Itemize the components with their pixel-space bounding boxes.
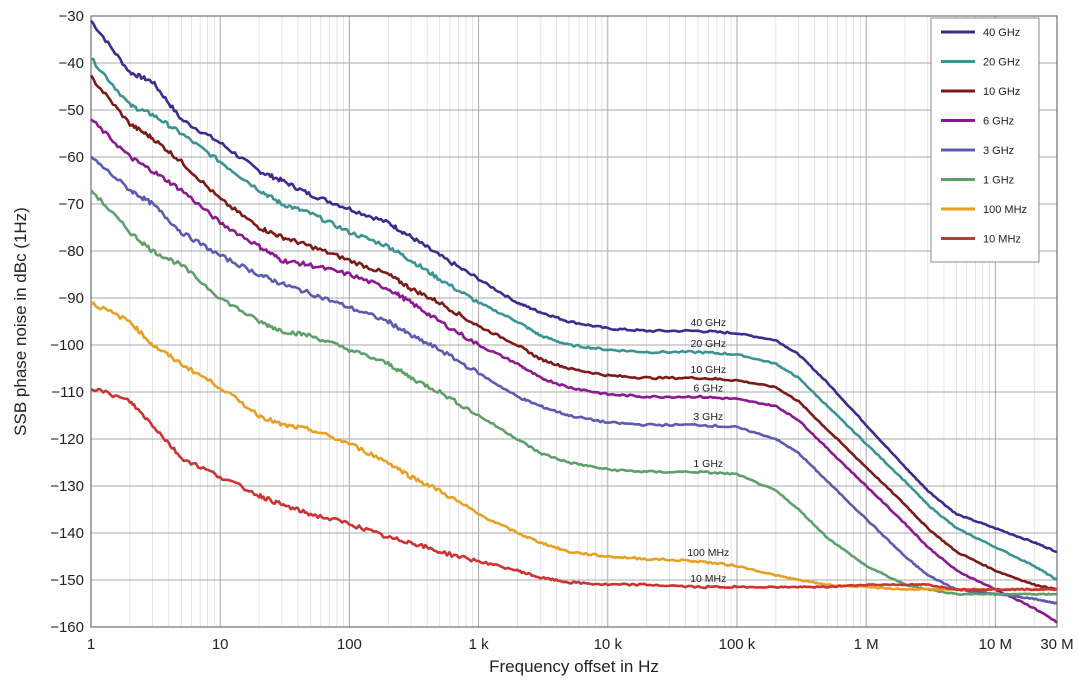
series-line-3-ghz [90, 155, 1058, 605]
legend-label: 6 GHz [983, 116, 1014, 128]
x-tick-label: 10 k [594, 636, 623, 653]
y-tick-label: −100 [50, 337, 84, 354]
series-line-10-ghz [89, 74, 1058, 591]
y-tick-label: −40 [59, 55, 84, 72]
curve-annotation: 3 GHz [693, 411, 723, 423]
curve-annotation: 40 GHz [691, 317, 727, 329]
x-tick-label: 10 M [979, 636, 1012, 653]
plot-area-frame [90, 15, 1058, 628]
legend-label: 20 GHz [983, 57, 1020, 69]
y-tick-label: −130 [50, 478, 84, 495]
legend-label: 3 GHz [983, 145, 1014, 157]
x-tick-label: 10 [212, 636, 229, 653]
legend-label: 40 GHz [983, 27, 1020, 39]
y-axis-title: SSB phase noise in dBc (1Hz) [11, 207, 30, 436]
x-tick-label: 1 M [854, 636, 879, 653]
y-tick-label: −60 [59, 149, 84, 166]
curve-annotation: 20 GHz [691, 338, 727, 350]
curve-annotation: 100 MHz [687, 547, 729, 559]
series-line-10-mhz [90, 387, 1058, 592]
curve-annotation: 10 GHz [691, 364, 727, 376]
curve-annotation: 1 GHz [693, 458, 723, 470]
y-axis-tick-labels: −30 −40 −50 −60 −70 −80 −90 −100 −110 −120 −130 −14… [50, 8, 84, 636]
legend-label: 10 MHz [983, 234, 1021, 246]
legend: 40 GHz 20 GHz 10 GHz 6 GHz 3 GHz 1 GHz 100 MHz… [930, 17, 1040, 263]
y-tick-label: −120 [50, 431, 84, 448]
y-tick-label: −30 [59, 8, 84, 25]
x-tick-label: 100 k [719, 636, 756, 653]
legend-label: 1 GHz [983, 175, 1014, 187]
x-tick-label: 30 M [1040, 636, 1073, 653]
y-tick-label: −160 [50, 619, 84, 636]
legend-label: 100 MHz [983, 204, 1027, 216]
y-tick-label: −80 [59, 243, 84, 260]
x-tick-label: 100 [337, 636, 362, 653]
y-tick-label: −110 [51, 384, 84, 401]
x-tick-label: 1 k [469, 636, 490, 653]
y-tick-label: −50 [59, 102, 84, 119]
legend-label: 10 GHz [983, 86, 1020, 98]
y-tick-label: −70 [59, 196, 84, 213]
series-line-6-ghz [90, 118, 1058, 624]
x-tick-label: 1 [87, 636, 95, 653]
y-tick-label: −150 [50, 572, 84, 589]
curve-annotations: 40 GHz 20 GHz 10 GHz 6 GHz 3 GHz 1 GHz 100 MHz… [687, 317, 729, 585]
legend-items: 40 GHz 20 GHz 10 GHz 6 GHz 3 GHz 1 GHz 100 MHz… [941, 27, 1027, 246]
x-axis-title: Frequency offset in Hz [489, 657, 659, 676]
x-axis-tick-labels: 1 10 100 1 k 10 k 100 k 1 M 10 M 30 M [87, 636, 1074, 653]
series-line-40-ghz [89, 19, 1058, 554]
series-line-100-mhz [90, 301, 1058, 592]
y-tick-label: −90 [59, 290, 84, 307]
y-tick-label: −140 [50, 525, 84, 542]
curve-annotation: 10 MHz [690, 573, 726, 585]
series-lines [89, 19, 1058, 624]
curve-annotation: 6 GHz [693, 383, 723, 395]
series-line-20-ghz [90, 57, 1058, 581]
legend-box [930, 17, 1040, 263]
